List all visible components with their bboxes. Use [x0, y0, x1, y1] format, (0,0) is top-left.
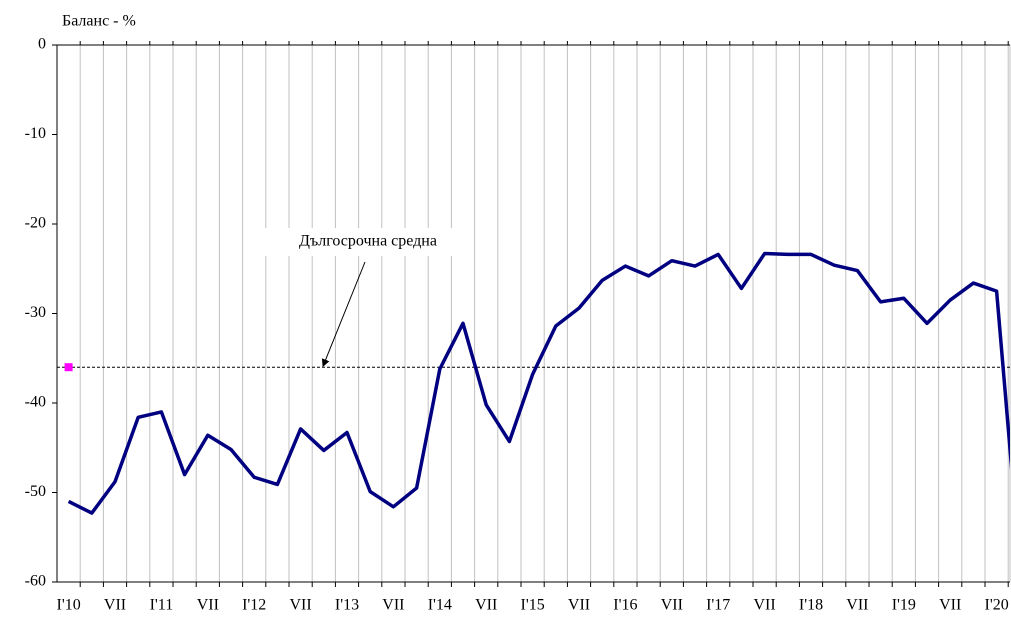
x-tick-label: VII [289, 597, 311, 614]
annotation-box [262, 228, 474, 256]
x-tick-label: VII [382, 597, 404, 614]
x-tick-label: I'19 [892, 597, 916, 614]
x-tick-label: VII [939, 597, 961, 614]
x-tick-label: I'20 [984, 597, 1008, 614]
x-tick-label: I'12 [242, 597, 266, 614]
x-tick-label: I'13 [335, 597, 359, 614]
x-tick-label: VII [753, 597, 775, 614]
average-marker [64, 363, 73, 372]
x-tick-label: VII [661, 597, 683, 614]
y-tick-label: -20 [25, 215, 46, 232]
x-tick-label: I'18 [799, 597, 823, 614]
y-tick-label: -10 [25, 125, 46, 142]
x-tick-label: I'15 [520, 597, 544, 614]
y-tick-label: -30 [25, 304, 46, 321]
x-tick-label: VII [197, 597, 219, 614]
x-tick-label: I'10 [56, 597, 80, 614]
x-tick-label: I'14 [428, 597, 452, 614]
annotation: Дългосрочна средна [299, 233, 437, 250]
x-tick-label: I'11 [150, 597, 174, 614]
x-tick-label: VII [846, 597, 868, 614]
y-tick-label: 0 [38, 36, 46, 53]
x-tick-label: I'16 [613, 597, 637, 614]
y-axis-label: Баланс - % [62, 13, 136, 30]
y-tick-label: -40 [25, 394, 46, 411]
x-tick-label: I'17 [706, 597, 730, 614]
x-tick-label: VII [568, 597, 590, 614]
x-tick-label: VII [475, 597, 497, 614]
annotation-arrow [321, 261, 366, 368]
x-tick-label: VII [104, 597, 126, 614]
y-tick-label: -60 [25, 573, 46, 590]
series-line [67, 251, 1010, 515]
y-tick-label: -50 [25, 483, 46, 500]
